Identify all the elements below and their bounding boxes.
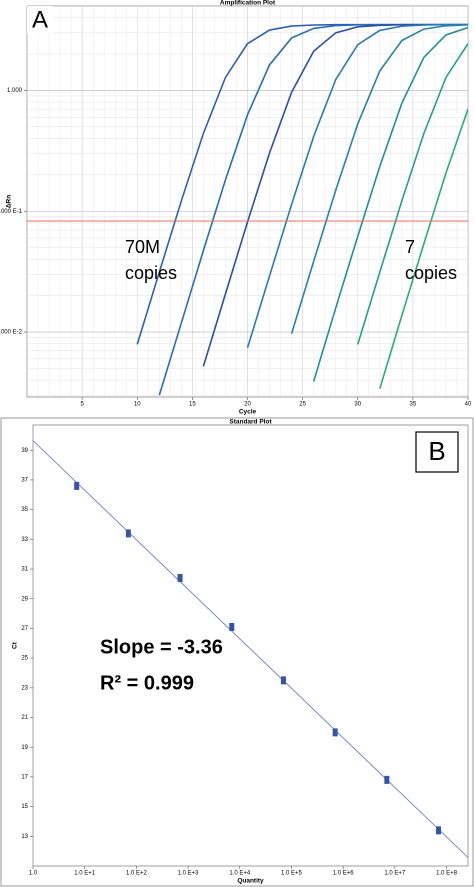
chart-title: Standard Plot <box>229 419 272 426</box>
x-tick-label: 1.0 E+8 <box>436 871 458 877</box>
y-tick-label: 21 <box>21 715 28 721</box>
data-point <box>125 529 131 538</box>
annotation: copies <box>405 263 457 283</box>
data-point <box>332 728 338 737</box>
amplification-curve <box>290 24 468 334</box>
y-tick-label: 15 <box>21 804 28 810</box>
y-tick-label: 17 <box>21 774 28 780</box>
y-tick-label: 37 <box>21 478 28 484</box>
amplification-curve <box>356 43 468 345</box>
y-tick-label: 33 <box>21 537 28 543</box>
y-tick-label: 39 <box>21 448 28 454</box>
y-tick-label: 1.000 E-1 <box>0 209 23 215</box>
x-tick-label: 10 <box>134 402 141 408</box>
data-point <box>177 573 183 582</box>
y-tick-label: 23 <box>21 685 28 691</box>
panel-label: B <box>428 436 445 466</box>
annotation: copies <box>125 263 177 283</box>
y-tick-label: 29 <box>21 596 28 602</box>
annotation: 7 <box>405 237 415 257</box>
x-tick-label: 30 <box>354 402 361 408</box>
annotation: 70M <box>125 237 160 257</box>
x-axis-label: Quantity <box>237 878 264 885</box>
x-tick-label: 35 <box>410 402 417 408</box>
chart-title: Amplification Plot <box>220 0 276 7</box>
minor-grid <box>27 6 468 397</box>
data-point <box>229 622 235 631</box>
y-tick-label: 1.000 E-2 <box>0 330 23 336</box>
x-tick-label: 1.0 E+4 <box>229 871 251 877</box>
annotation: Slope = -3.36 <box>100 636 223 658</box>
data-point <box>384 775 390 784</box>
x-tick-label: 25 <box>299 402 306 408</box>
amplification-curve <box>379 108 468 389</box>
x-tick-label: 1.0 E+5 <box>281 871 303 877</box>
panel-label: A <box>32 6 48 33</box>
data-point <box>74 481 80 490</box>
x-tick-label: 15 <box>189 402 196 408</box>
panel-label-box <box>27 6 53 34</box>
y-tick-label: 13 <box>21 834 28 840</box>
x-tick-label: 5 <box>80 402 84 408</box>
data-point <box>280 676 286 685</box>
panel-b-frame <box>0 417 474 887</box>
y-tick-label: 25 <box>21 656 28 662</box>
y-axis-label: Ct <box>12 641 19 649</box>
x-tick-label: 1.0 E+3 <box>178 871 200 877</box>
x-tick-label: 1.0 <box>29 871 38 877</box>
x-tick-label: 1.0 E+1 <box>74 871 96 877</box>
panel-label-box <box>415 431 459 473</box>
y-tick-label: 31 <box>21 567 28 573</box>
y-tick-label: 1.000 <box>7 88 23 94</box>
annotation: R² = 0.999 <box>100 672 194 694</box>
y-tick-label: 19 <box>21 745 28 751</box>
amplification-curve <box>312 26 468 382</box>
y-tick-label: 35 <box>21 507 28 513</box>
x-tick-label: 1.0 E+7 <box>384 871 406 877</box>
fit <box>33 440 468 858</box>
y-tick-label: 27 <box>21 626 28 632</box>
y-axis-label: ΔRn <box>6 195 13 208</box>
x-axis-label: Cycle <box>239 409 257 416</box>
x-tick-label: 20 <box>244 402 251 408</box>
amplification-curve <box>246 23 468 349</box>
x-tick-label: 1.0 E+6 <box>333 871 355 877</box>
data-point <box>436 826 442 835</box>
plot-area <box>32 424 469 867</box>
fit-line <box>33 440 468 858</box>
x-tick-label: 1.0 E+2 <box>126 871 148 877</box>
x-tick-label: 40 <box>465 402 472 408</box>
curves <box>136 23 468 396</box>
